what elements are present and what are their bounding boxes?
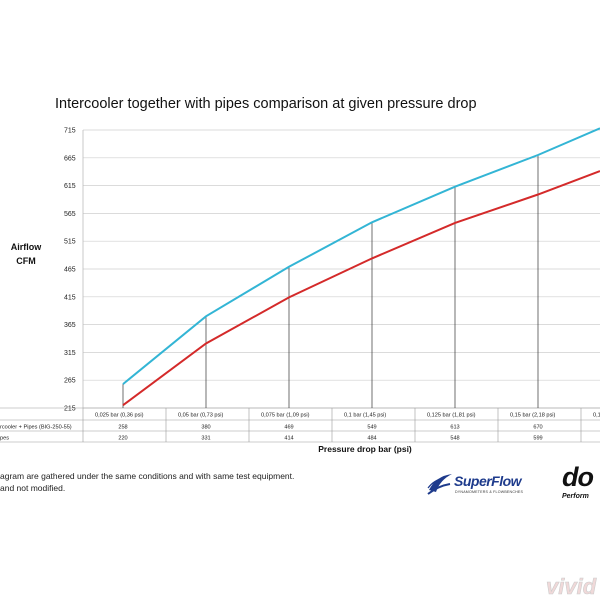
table-cell-value: 484 xyxy=(367,436,376,442)
table-cell-value: 331 xyxy=(201,436,210,442)
footnote-line-2: and not modified. xyxy=(0,483,66,493)
x-tick-label: 0,1 bar (1,45 psi) xyxy=(344,413,386,419)
do-performance-logo-text: do xyxy=(562,462,594,492)
chart-title: Intercooler together with pipes comparis… xyxy=(55,96,477,112)
table-series-name: pes xyxy=(0,436,9,442)
superflow-swoosh-icon xyxy=(427,474,452,495)
table-cell-value: 599 xyxy=(533,436,542,442)
do-performance-logo: do Perform xyxy=(562,462,600,508)
table-cell-value: 258 xyxy=(118,425,127,431)
x-tick-label: 0,1 xyxy=(593,413,600,419)
footnote: agram are gathered under the same condit… xyxy=(0,470,360,494)
table-cell-value: 414 xyxy=(284,436,293,442)
y-tick-label: 315 xyxy=(64,350,76,357)
table-cell-value: 469 xyxy=(284,425,293,431)
superflow-logo-text: SuperFlow xyxy=(454,473,522,489)
x-axis-title: Pressure drop bar (psi) xyxy=(318,444,412,454)
do-performance-logo-subtext: Perform xyxy=(562,493,589,500)
table-cell-value: 670 xyxy=(533,425,542,431)
series-line-1 xyxy=(122,127,600,385)
x-tick-label: 0,05 bar (0,73 psi) xyxy=(178,413,224,419)
table-cell-value: 549 xyxy=(367,425,376,431)
series-line-2 xyxy=(122,170,600,407)
y-tick-label: 615 xyxy=(64,183,76,190)
svg-text:vivid: vivid xyxy=(546,574,597,599)
y-tick-label: 565 xyxy=(64,211,76,218)
table-cell-value: 220 xyxy=(118,436,127,442)
superflow-logo-tagline: DYNAMOMETERS & FLOWBENCHES xyxy=(455,490,524,494)
y-tick-label: 665 xyxy=(64,155,76,162)
y-axis-title: Airflow CFM xyxy=(3,240,49,268)
y-axis-title-line-1: Airflow xyxy=(10,242,42,252)
footnote-line-1: agram are gathered under the same condit… xyxy=(0,471,295,481)
y-tick-label: 365 xyxy=(64,322,76,329)
table-cell-value: 380 xyxy=(201,425,210,431)
y-axis-title-line-2: CFM xyxy=(16,256,36,266)
x-tick-label: 0,125 bar (1,81 psi) xyxy=(427,413,476,419)
x-tick-label: 0,075 bar (1,09 psi) xyxy=(261,413,310,419)
table-cell-value: 548 xyxy=(450,436,459,442)
y-tick-label: 715 xyxy=(64,128,76,135)
y-tick-label: 515 xyxy=(64,239,76,246)
watermark-logo: vivid xyxy=(546,574,597,600)
y-tick-label: 415 xyxy=(64,294,76,301)
y-tick-label: 265 xyxy=(64,378,76,385)
x-tick-label: 0,15 bar (2,18 psi) xyxy=(510,413,556,419)
table-cell-value: 613 xyxy=(450,425,459,431)
y-tick-label: 215 xyxy=(64,406,76,413)
x-tick-label: 0,025 bar (0,36 psi) xyxy=(95,413,144,419)
table-series-name: rcooler + Pipes (BIG-250-55) xyxy=(0,425,72,431)
superflow-logo: SuperFlow DYNAMOMETERS & FLOWBENCHES xyxy=(426,470,538,500)
y-tick-label: 465 xyxy=(64,267,76,274)
